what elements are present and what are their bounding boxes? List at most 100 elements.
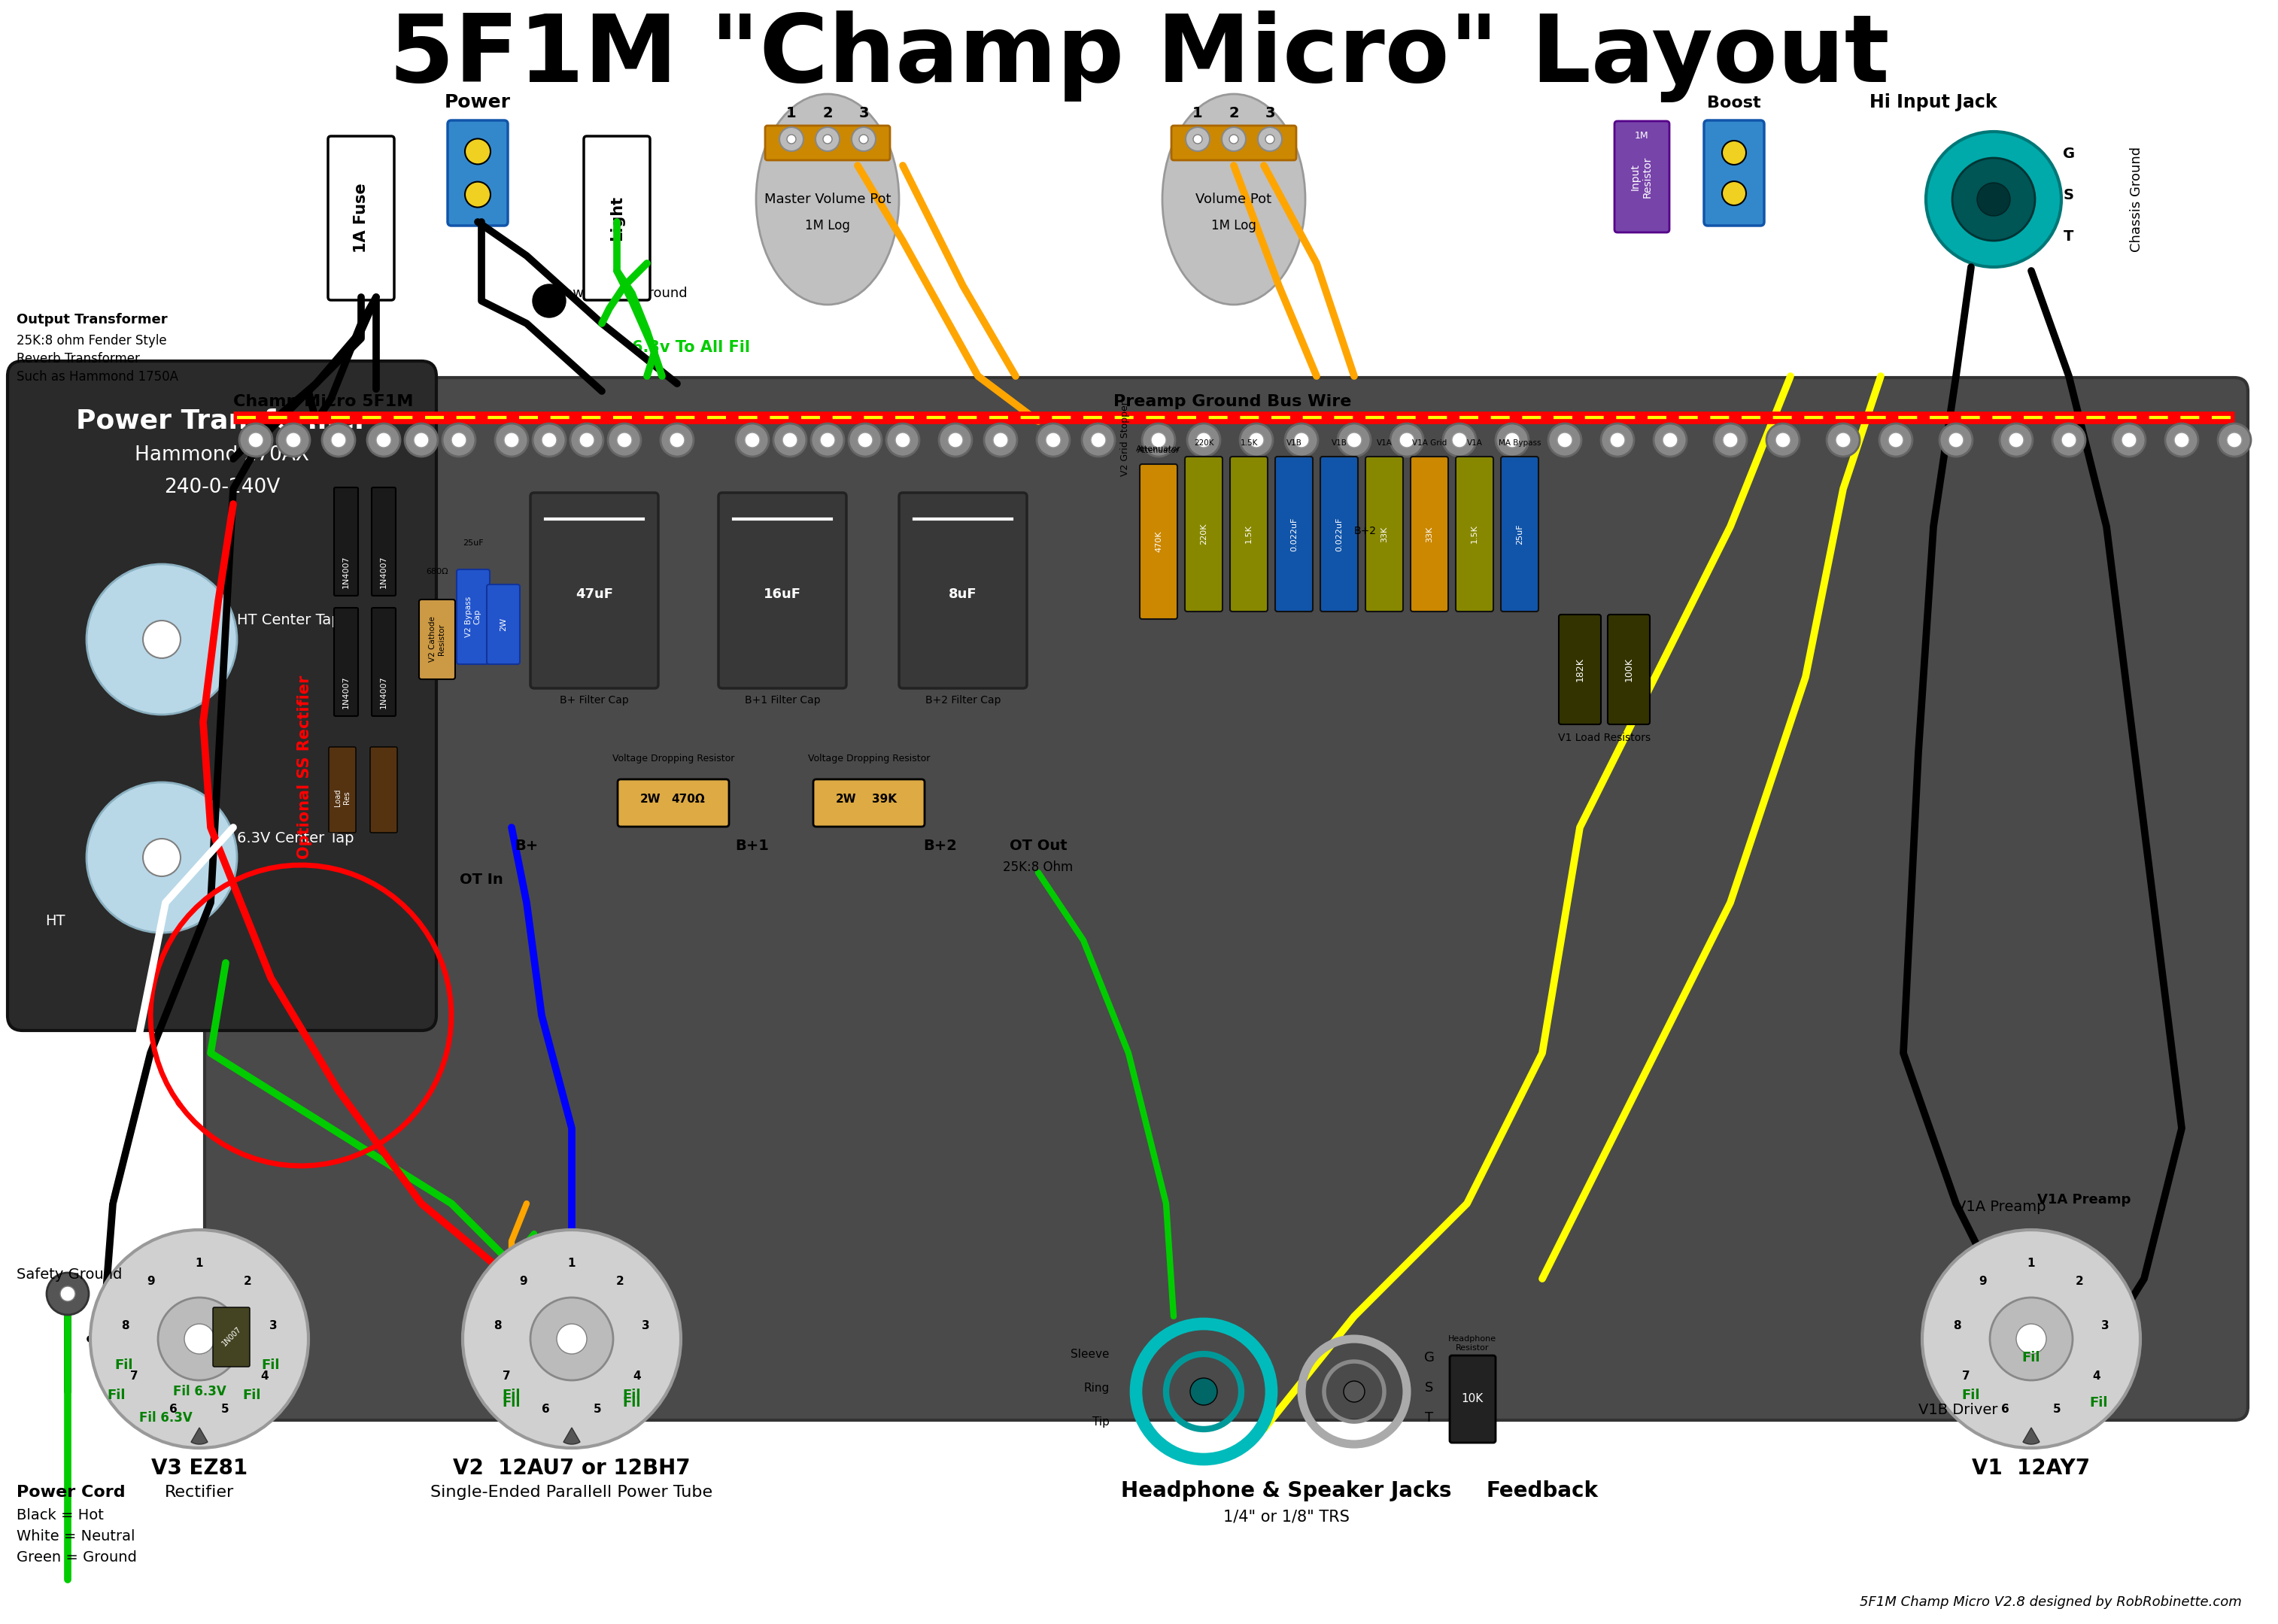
Text: Fil: Fil (2023, 1351, 2041, 1364)
Circle shape (1442, 424, 1476, 456)
FancyBboxPatch shape (335, 607, 358, 716)
Text: Fil: Fil (107, 1389, 125, 1402)
Text: V2 Grid Stopper: V2 Grid Stopper (1121, 401, 1130, 476)
Circle shape (1948, 432, 1964, 448)
Text: Fil: Fil (2089, 1397, 2107, 1410)
Text: Attenuator: Attenuator (1137, 447, 1180, 455)
Circle shape (1150, 432, 1166, 448)
Text: Power: Power (444, 93, 510, 112)
Circle shape (330, 432, 346, 448)
Circle shape (852, 127, 875, 151)
Text: 3: 3 (269, 1320, 278, 1332)
Text: V2 Bypass
Cap: V2 Bypass Cap (465, 596, 481, 637)
Text: 8: 8 (121, 1320, 130, 1332)
Circle shape (1399, 432, 1415, 448)
Text: Sleeve: Sleeve (1071, 1348, 1109, 1359)
Text: 7: 7 (503, 1371, 510, 1382)
Text: B+: B+ (515, 838, 538, 853)
Text: V1 Load Resistors: V1 Load Resistors (1558, 732, 1652, 744)
Text: Light: Light (611, 195, 624, 240)
Text: Chassis Ground: Chassis Ground (2130, 146, 2144, 252)
Text: Load
Res: Load Res (335, 789, 351, 806)
Text: 25K:8 Ohm: 25K:8 Ohm (1002, 861, 1073, 874)
Circle shape (533, 424, 565, 456)
Text: 1.5K: 1.5K (1239, 438, 1257, 447)
FancyBboxPatch shape (583, 136, 649, 300)
FancyBboxPatch shape (1185, 456, 1223, 612)
Text: Fil: Fil (244, 1389, 262, 1402)
Text: 6.3v To All Fil: 6.3v To All Fil (631, 339, 749, 356)
Text: B+2 Filter Cap: B+2 Filter Cap (925, 695, 1000, 705)
Circle shape (1722, 141, 1747, 164)
Circle shape (1221, 127, 1246, 151)
Text: V1A Grid: V1A Grid (1412, 438, 1447, 447)
Text: 240-0-240V: 240-0-240V (164, 477, 280, 497)
Text: Reverb Transformer: Reverb Transformer (16, 352, 139, 365)
Text: 7: 7 (1961, 1371, 1970, 1382)
Text: OT Out: OT Out (1009, 838, 1066, 853)
Circle shape (1187, 424, 1221, 456)
Circle shape (321, 424, 355, 456)
Circle shape (1722, 432, 1738, 448)
Circle shape (278, 424, 310, 456)
Circle shape (816, 127, 841, 151)
Circle shape (462, 1229, 681, 1449)
Text: 2W: 2W (836, 794, 857, 806)
Text: G: G (1424, 1351, 1435, 1364)
Circle shape (1925, 132, 2062, 266)
Circle shape (1239, 424, 1273, 456)
Circle shape (451, 432, 467, 448)
Circle shape (993, 432, 1009, 448)
FancyBboxPatch shape (1410, 456, 1449, 612)
Text: 25K:8 ohm Fender Style: 25K:8 ohm Fender Style (16, 335, 166, 348)
Text: 3: 3 (642, 1320, 649, 1332)
Circle shape (376, 432, 392, 448)
Circle shape (1549, 424, 1581, 456)
Circle shape (820, 432, 836, 448)
Text: 2W: 2W (640, 794, 661, 806)
Circle shape (1346, 432, 1362, 448)
Text: 680Ω: 680Ω (426, 568, 449, 575)
Circle shape (570, 424, 604, 456)
Text: Master Volume Pot: Master Volume Pot (763, 193, 891, 206)
FancyBboxPatch shape (1139, 464, 1178, 619)
Text: Power Amp Ground: Power Amp Ground (556, 286, 688, 300)
Circle shape (185, 1324, 214, 1354)
FancyBboxPatch shape (1456, 456, 1494, 612)
Circle shape (1257, 127, 1283, 151)
Text: 1M Log: 1M Log (804, 219, 850, 232)
Text: Tip: Tip (1093, 1416, 1109, 1427)
Text: 6: 6 (169, 1405, 178, 1415)
Circle shape (1722, 182, 1747, 205)
FancyBboxPatch shape (419, 599, 456, 679)
FancyBboxPatch shape (7, 361, 437, 1031)
Text: Volume Pot: Volume Pot (1196, 193, 1271, 206)
Text: Fil 6.3V: Fil 6.3V (173, 1385, 226, 1398)
Text: 5: 5 (595, 1405, 601, 1415)
Text: V1B Driver: V1B Driver (1918, 1403, 1998, 1418)
Text: White = Neutral: White = Neutral (16, 1530, 134, 1543)
Text: Optional SS Rectifier: Optional SS Rectifier (296, 676, 312, 859)
FancyBboxPatch shape (531, 492, 658, 689)
Text: Fil: Fil (622, 1389, 640, 1402)
Text: Feedback: Feedback (1485, 1481, 1599, 1502)
FancyBboxPatch shape (1615, 122, 1670, 232)
Circle shape (1390, 424, 1424, 456)
Text: Fil: Fil (622, 1397, 640, 1410)
Circle shape (239, 424, 273, 456)
Text: V3 EZ81: V3 EZ81 (150, 1458, 248, 1479)
Text: Power Cord: Power Cord (16, 1484, 125, 1501)
Circle shape (367, 424, 401, 456)
Text: 3: 3 (2100, 1320, 2109, 1332)
Circle shape (1775, 432, 1791, 448)
Text: Output Transformer: Output Transformer (16, 313, 169, 326)
Text: B+1: B+1 (736, 838, 770, 853)
Text: 47uF: 47uF (576, 588, 613, 601)
Text: 33K: 33K (1380, 526, 1387, 542)
Text: 220K: 220K (1194, 438, 1214, 447)
FancyBboxPatch shape (617, 780, 729, 827)
FancyBboxPatch shape (371, 487, 396, 596)
Circle shape (542, 432, 556, 448)
Circle shape (503, 432, 519, 448)
FancyBboxPatch shape (212, 1307, 251, 1367)
